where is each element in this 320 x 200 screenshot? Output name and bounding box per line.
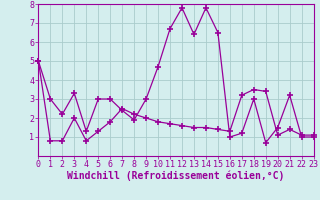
- X-axis label: Windchill (Refroidissement éolien,°C): Windchill (Refroidissement éolien,°C): [67, 171, 285, 181]
